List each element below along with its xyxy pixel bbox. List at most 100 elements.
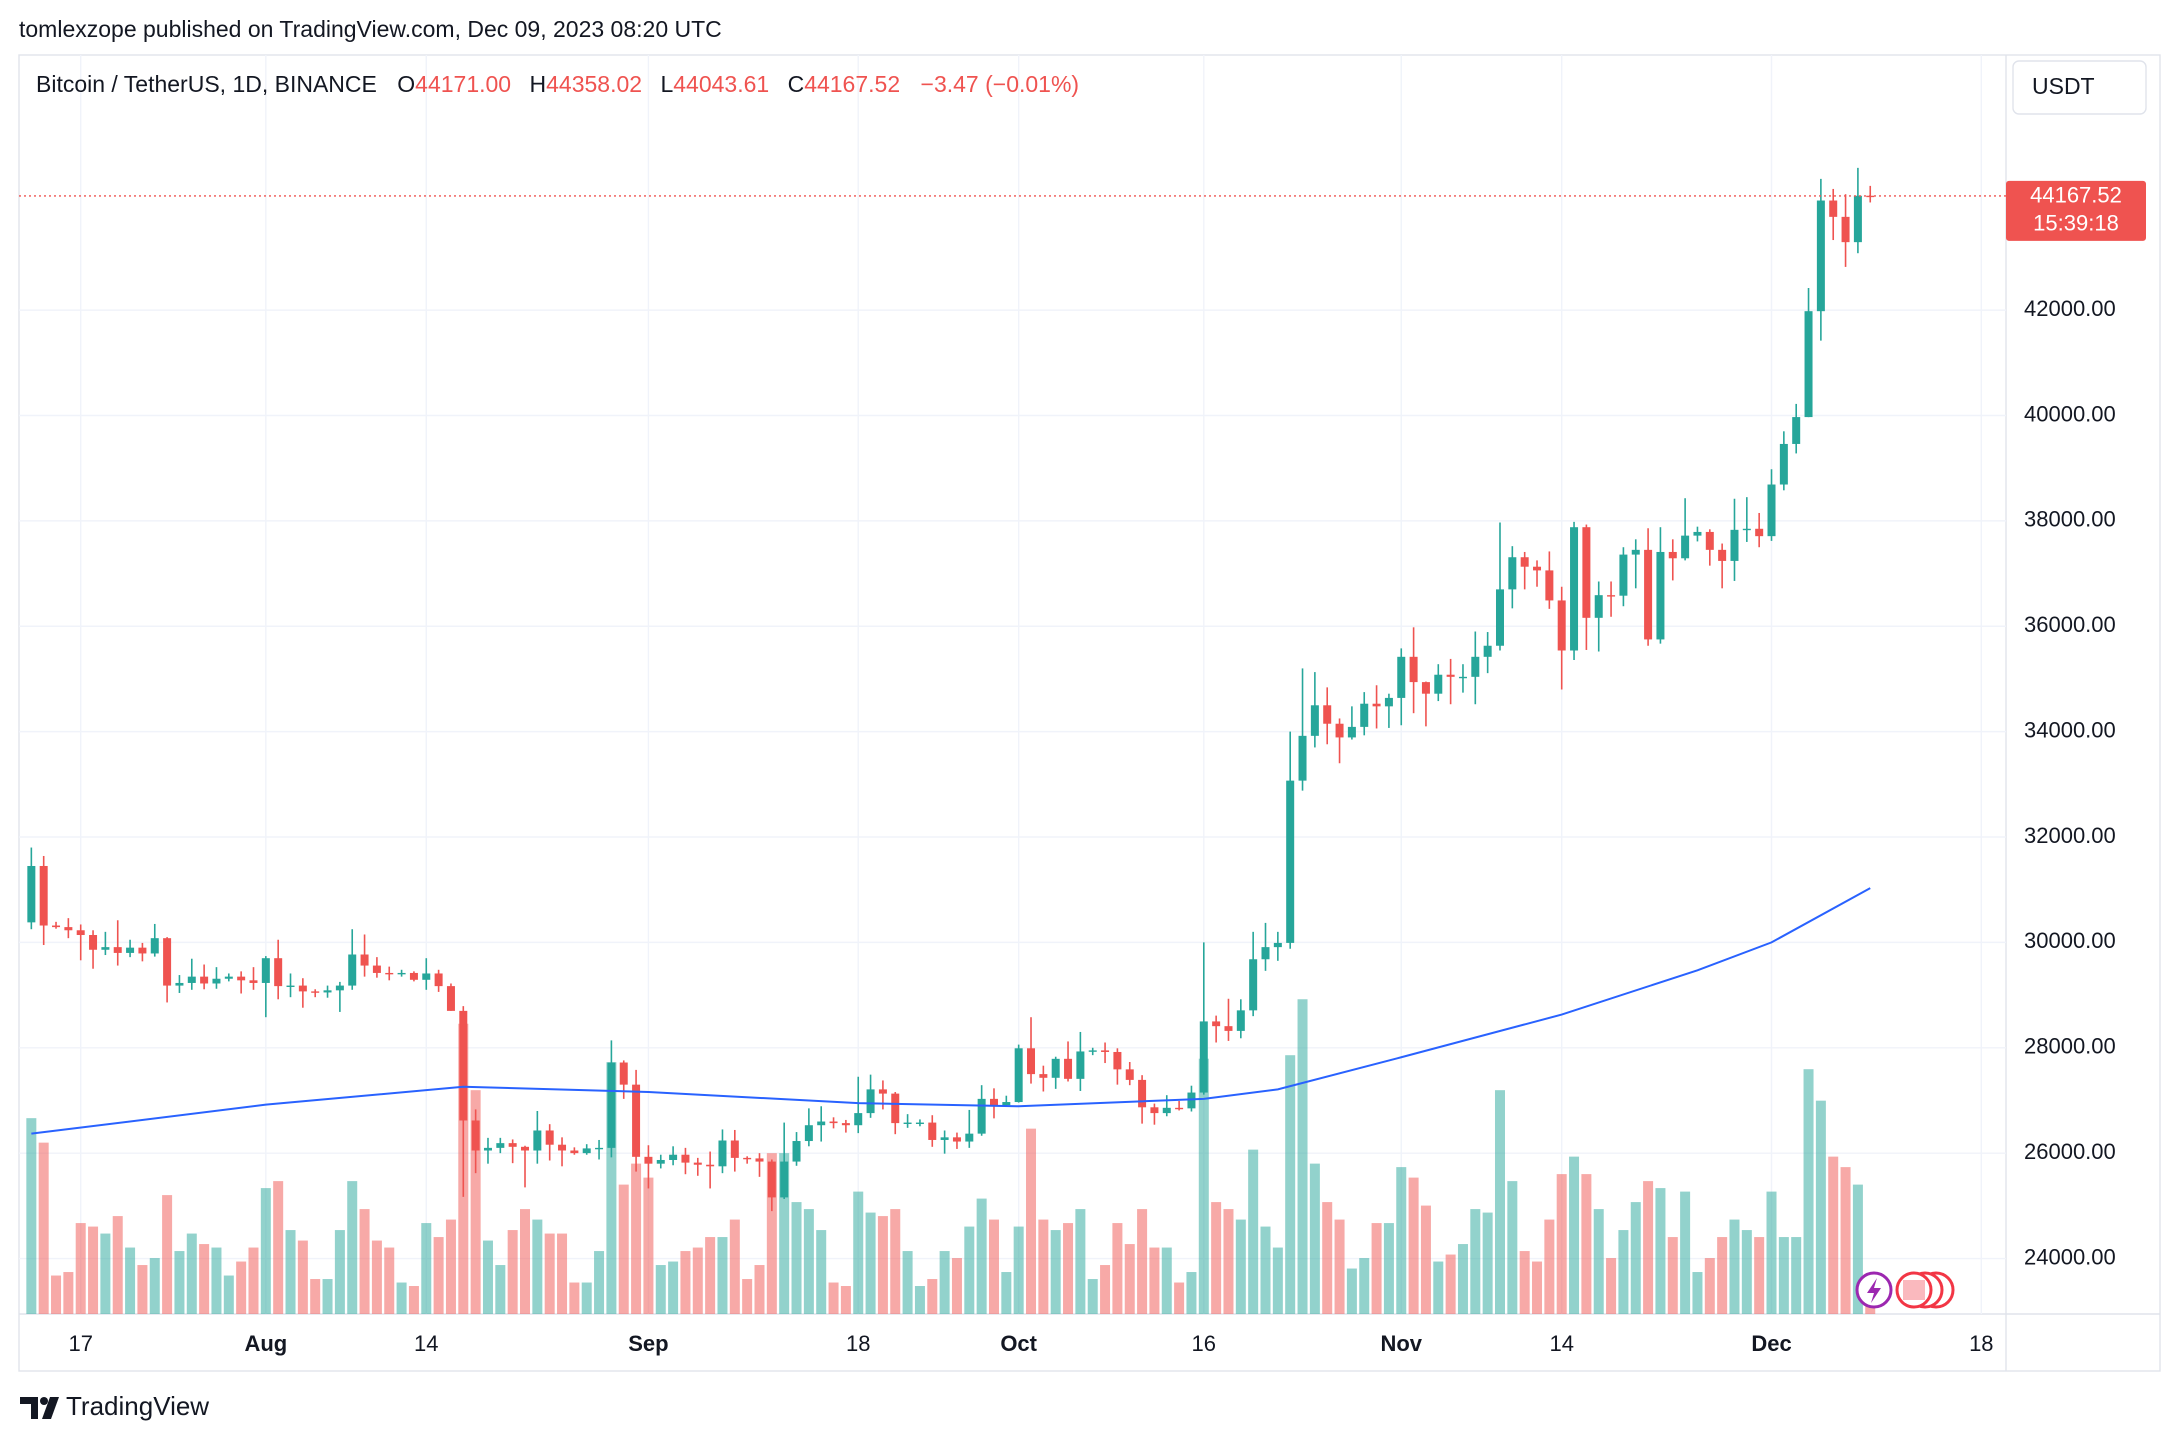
logo-mark (42, 1397, 59, 1419)
legend-key: L (660, 71, 673, 97)
candle-body (1175, 1107, 1184, 1110)
candle-body (1656, 551, 1665, 640)
volume-bar (285, 1230, 296, 1314)
candle-body (261, 958, 270, 983)
volume-bar (1593, 1209, 1604, 1314)
volume-bar (976, 1198, 987, 1314)
legend-key: O (397, 71, 415, 97)
x-tick-label: Dec (1751, 1331, 1791, 1356)
volume-bar (964, 1226, 975, 1314)
volume-bar (1519, 1251, 1530, 1314)
volume-bar (890, 1209, 901, 1314)
y-tick-label: 42000.00 (2024, 296, 2116, 321)
candle-body (163, 938, 172, 986)
volume-bar (1815, 1100, 1826, 1314)
volume-bar (1001, 1272, 1012, 1314)
volume-bar (1606, 1258, 1617, 1314)
x-tick-label: Nov (1380, 1331, 1422, 1356)
volume-bar (1741, 1230, 1752, 1314)
candle-body (595, 1147, 604, 1150)
candle-body (471, 1120, 480, 1151)
candle-body (52, 925, 61, 928)
candle-body (1594, 595, 1603, 618)
candle-body (693, 1162, 702, 1165)
candle-body (1557, 600, 1566, 651)
volume-bar (853, 1191, 864, 1314)
event-icons (1855, 1271, 1955, 1309)
candle-body (508, 1143, 517, 1147)
event-icon[interactable] (1895, 1271, 1933, 1309)
candle-body (1434, 674, 1443, 694)
candle-body (496, 1143, 505, 1148)
candle-body (656, 1159, 665, 1164)
candle-body (878, 1089, 887, 1094)
candle-body (1668, 551, 1677, 559)
volume-bar (359, 1209, 370, 1314)
volume-bar (1581, 1174, 1592, 1314)
candle-body (619, 1062, 628, 1085)
candle-body (76, 930, 85, 936)
volume-bar (1494, 1090, 1505, 1314)
candle-body (1730, 529, 1739, 561)
flag (1903, 1280, 1925, 1300)
candle-body (706, 1164, 715, 1167)
volume-bar (137, 1265, 148, 1314)
candle-body (1162, 1107, 1171, 1114)
volume-bar (322, 1279, 333, 1314)
volume-bar (1754, 1237, 1765, 1314)
volume-bar (1433, 1261, 1444, 1314)
volume-bar (162, 1195, 173, 1314)
candle-body (681, 1154, 690, 1163)
candle-body (1113, 1051, 1122, 1070)
candle-body (533, 1130, 542, 1151)
x-tick-label: 16 (1192, 1331, 1216, 1356)
volume-bar (38, 1142, 49, 1314)
volume-bar (877, 1216, 888, 1314)
volume-bar (408, 1286, 419, 1314)
legend-value: 44043.61 (673, 71, 769, 97)
frame (18, 54, 2161, 1372)
y-tick-label: 32000.00 (2024, 823, 2116, 848)
candle-body (89, 935, 98, 950)
volume-bar (1704, 1258, 1715, 1314)
candle-body (1101, 1050, 1110, 1052)
candle-body (1446, 674, 1455, 677)
x-tick-label: 18 (846, 1331, 870, 1356)
candle-body (249, 980, 258, 983)
legend-value: 44171.00 (415, 71, 511, 97)
volume-bar (803, 1209, 814, 1314)
volume-bar (828, 1282, 839, 1314)
volume-bar (1655, 1188, 1666, 1314)
candle-body (1508, 557, 1517, 590)
currency-button[interactable] (2012, 60, 2147, 115)
volume-bar (914, 1286, 925, 1314)
candle-body (903, 1122, 912, 1124)
candle-body (1582, 527, 1591, 618)
candle-body (1002, 1102, 1011, 1106)
x-tick-label: Aug (244, 1331, 287, 1356)
candle-body (1545, 570, 1554, 601)
candle-body (446, 986, 455, 1011)
volume-bar (1063, 1223, 1074, 1314)
volume-bar (581, 1282, 592, 1314)
volume-bar (1322, 1202, 1333, 1314)
volume-bar (1100, 1265, 1111, 1314)
volume-bar (816, 1230, 827, 1314)
volume-bar (1211, 1202, 1222, 1314)
y-tick-label: 26000.00 (2024, 1139, 2116, 1164)
candle-body (780, 1161, 789, 1198)
volume-bar (865, 1212, 876, 1314)
candle-body (1360, 703, 1369, 727)
candle-body (1570, 527, 1579, 651)
volume-bar (1766, 1191, 1777, 1314)
candle-body (1372, 703, 1381, 707)
candle-body (1853, 195, 1862, 243)
volume-bar (1124, 1244, 1135, 1314)
candle-body (1150, 1107, 1159, 1114)
volume-bar (1198, 1058, 1209, 1314)
candle-body (1421, 682, 1430, 694)
volume-bar (1852, 1184, 1863, 1314)
volume-bar (1544, 1219, 1555, 1314)
y-tick-label: 28000.00 (2024, 1034, 2116, 1059)
volume-bar (729, 1219, 740, 1314)
